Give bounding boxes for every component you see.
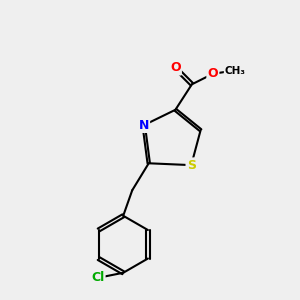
Text: CH₃: CH₃ xyxy=(225,66,246,76)
Text: Cl: Cl xyxy=(91,271,104,284)
Text: O: O xyxy=(170,61,181,74)
Text: N: N xyxy=(139,119,149,132)
Text: O: O xyxy=(208,67,218,80)
Text: S: S xyxy=(187,159,196,172)
